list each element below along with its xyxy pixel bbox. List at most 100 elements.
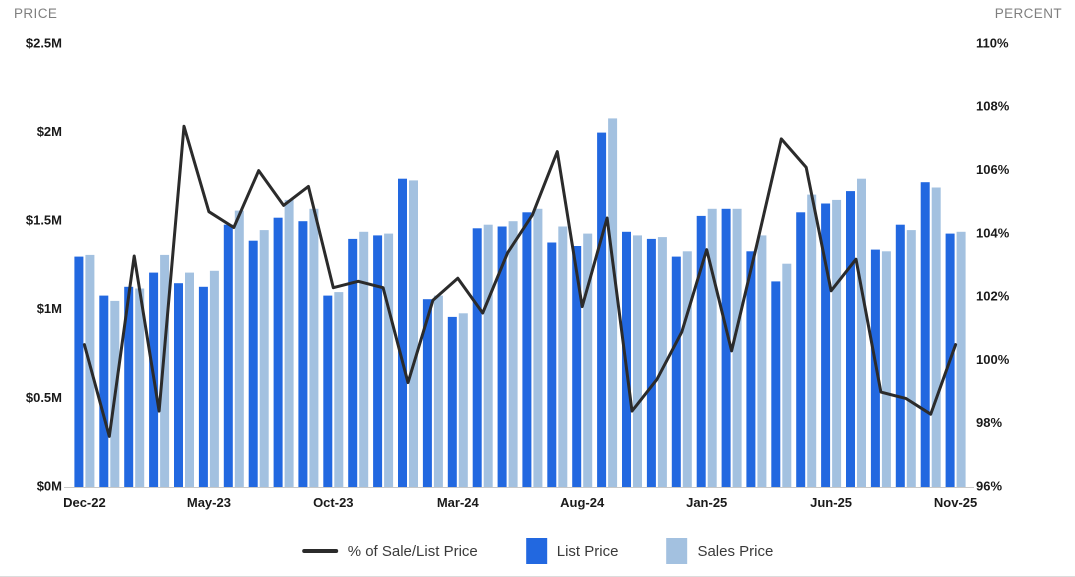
sales-price-bar [409,180,418,487]
sales-price-bar [956,231,966,487]
left-axis-tick: $1.5M [26,213,62,228]
list-price-bar [671,256,681,487]
legend-item-sales-price[interactable]: Sales Price [666,538,773,564]
sales-price-bar [881,251,891,487]
sales-price-bar [185,272,194,487]
list-price-bar [547,242,557,487]
list-price-bar [472,228,482,488]
right-axis-tick: 106% [976,162,1010,177]
list-price-bar [74,256,84,487]
sales-price-bar [85,254,95,487]
sales-price-bar [782,263,792,487]
list-price-bar [422,299,432,487]
x-axis-label: Jan-25 [686,495,727,510]
list-price-bar [796,212,806,488]
list-price-bar [771,281,781,487]
right-axis-tick: 108% [976,99,1010,114]
x-axis-label: Aug-24 [560,495,605,510]
list-price-bar [821,203,831,487]
sales-price-bar [633,235,642,487]
list-price-bar [273,217,283,487]
sales-price-bar [657,237,667,487]
sales-price-bar [259,230,269,487]
legend-sales-price-swatch-icon [666,538,688,564]
left-axis-tick-labels: $2.5M $2M $1.5M $1M $0.5M $0M [26,35,62,493]
sales-price-bar [682,251,692,487]
x-axis-label: Mar-24 [437,495,480,510]
sales-price-bar [508,221,518,487]
list-price-bar [447,316,457,487]
sales-price-bar [309,208,319,488]
list-price-bar [223,224,233,487]
legend-line-swatch-icon [301,549,338,553]
list-price-bar [846,191,855,487]
left-axis-title: PRICE [14,6,58,21]
sales-price-bar [583,233,593,487]
legend-label-sales-price: Sales Price [697,542,774,560]
left-axis-tick: $0M [37,478,62,493]
chart-legend: % of Sale/List Price List Price Sales Pr… [301,538,773,564]
legend-label-list-price: List Price [556,542,619,560]
legend-list-price-swatch-icon [525,538,547,564]
x-axis-label: May-23 [187,495,231,510]
sales-price-bar [757,235,767,487]
sales-price-bar [832,199,842,487]
legend-item-list-price[interactable]: List Price [525,538,619,564]
list-price-bar [696,215,706,487]
list-price-bar [398,178,407,487]
list-price-bar [572,246,582,487]
list-price-bar [920,182,930,487]
list-price-bar [99,295,109,487]
right-axis-tick: 104% [976,225,1010,240]
legend-item-pct-sale-list[interactable]: % of Sale/List Price [301,542,478,560]
sales-price-bar [284,199,294,487]
sales-price-bar [533,208,543,488]
sales-price-bar [135,288,145,487]
list-price-bar [373,235,383,487]
right-axis-tick-labels: 110% 108% 106% 104% 102% 100% 98% 96% [976,35,1010,493]
sales-price-bar [707,208,717,488]
sales-price-bar [458,313,468,487]
right-axis-title: PERCENT [994,6,1062,21]
sales-price-bar [558,226,568,487]
sales-price-bar [433,295,443,487]
list-price-bar [746,251,756,487]
left-axis-tick: $2M [37,124,62,139]
sales-price-bar [384,233,394,487]
right-axis-tick: 96% [976,478,1002,493]
sales-price-bar [359,231,369,487]
sales-price-bar [931,187,941,487]
list-price-bar [198,286,208,487]
sales-price-bar [732,208,742,488]
sales-price-bar [857,178,866,487]
list-price-bar [721,208,731,488]
list-price-bar [124,286,134,487]
x-axis-labels: Dec-22 May-23 Oct-23 Mar-24 Aug-24 Jan-25 Jun-… [63,495,977,510]
left-axis-tick: $2.5M [26,35,62,50]
right-axis-tick: 102% [976,289,1010,304]
right-axis-tick: 100% [976,352,1010,367]
left-axis-tick: $1M [37,301,62,316]
list-price-bar [248,240,258,487]
list-price-bar [174,283,183,487]
list-price-bar [348,238,358,487]
sales-price-bar [234,210,244,487]
x-axis-label: Oct-23 [313,495,353,510]
sales-price-bar [334,292,344,487]
list-price-bar [298,221,308,487]
sales-price-bar [608,118,618,488]
right-axis-tick: 110% [976,35,1009,50]
legend-label-pct-sale-list: % of Sale/List Price [347,542,478,560]
list-price-bar [497,226,507,487]
sales-price-bar [807,194,817,487]
list-price-bar [522,212,532,488]
list-price-bar [895,224,905,487]
left-axis-tick: $0.5M [26,390,62,405]
sales-price-bar [209,270,219,487]
sales-price-bar [483,224,493,487]
pct-sale-list-line [82,124,958,438]
list-price-bar [597,132,607,487]
x-axis-label: Nov-25 [934,495,977,510]
